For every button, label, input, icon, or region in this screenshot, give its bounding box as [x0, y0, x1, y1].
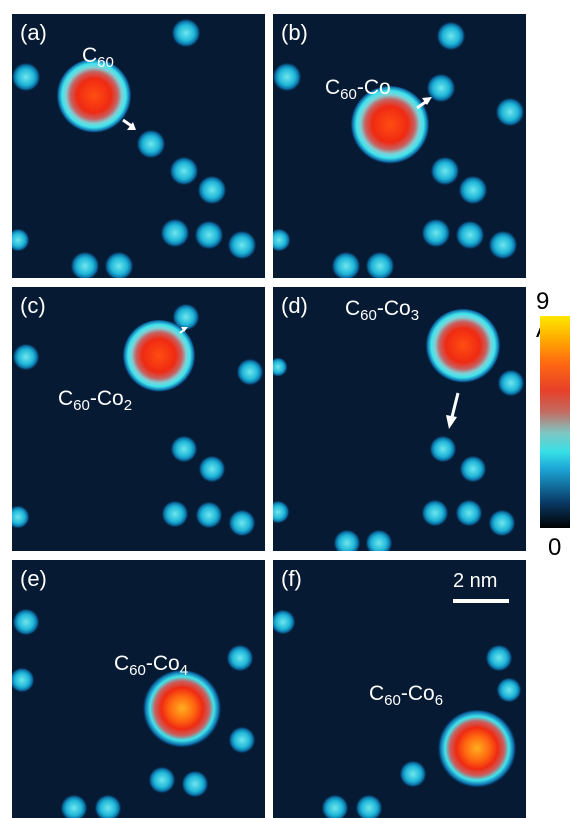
panel-label-e: (e) [20, 566, 47, 591]
colorbar [540, 316, 570, 528]
molecule-label-a: C60 [82, 44, 114, 71]
molecule-label-d: C60-Co3 [345, 297, 420, 324]
panel-label-a: (a) [20, 20, 47, 45]
stm-panel-a: (a) C60 [12, 14, 265, 278]
stm-panel-b: (b) C60-Co [273, 14, 526, 278]
molecule-label-f: C60-Co6 [369, 682, 444, 709]
stm-panel-f: (f) C60-Co6 2 nm [273, 560, 526, 818]
molecule-label-c: C60-Co2 [58, 387, 133, 414]
stm-panel-e: (e) C60-Co4 [12, 560, 265, 818]
panel-label-b: (b) [281, 20, 308, 45]
stm-panel-d: (d) C60-Co3 [273, 287, 526, 551]
stm-image-c [12, 303, 264, 537]
stm-image-a [12, 18, 257, 278]
molecule-label-b: C60-Co [325, 76, 391, 103]
panel-label-d: (d) [281, 293, 308, 318]
panel-label-f: (f) [281, 566, 302, 591]
scale-bar-label: 2 nm [453, 570, 498, 592]
stm-image-b [273, 21, 525, 278]
panel-label-c: (c) [20, 293, 46, 318]
molecule-label-e: C60-Co4 [114, 652, 189, 679]
colorbar-min-label: 0 [548, 534, 562, 561]
stm-image-f [273, 609, 522, 818]
stm-image-d [273, 309, 525, 551]
stm-panel-c: (c) C60-Co2 [12, 287, 265, 551]
scale-bar [453, 599, 509, 603]
stm-image-e [12, 608, 256, 818]
